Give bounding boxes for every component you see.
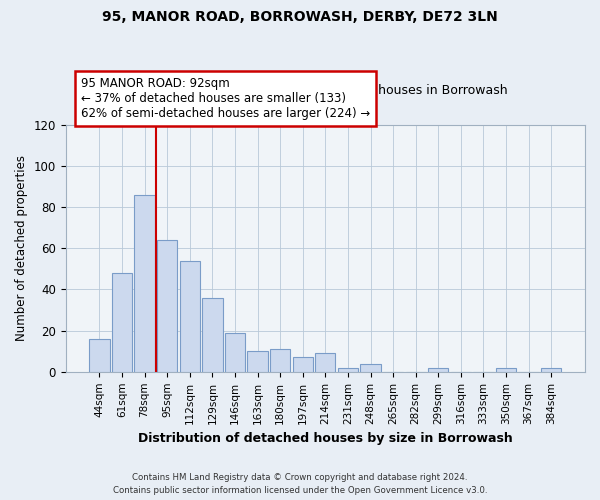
Bar — [225, 332, 245, 372]
Bar — [89, 339, 110, 372]
Bar — [541, 368, 562, 372]
Bar — [157, 240, 178, 372]
Bar — [361, 364, 380, 372]
Bar — [134, 194, 155, 372]
Bar — [496, 368, 516, 372]
X-axis label: Distribution of detached houses by size in Borrowash: Distribution of detached houses by size … — [138, 432, 513, 445]
Bar — [293, 358, 313, 372]
Title: Size of property relative to detached houses in Borrowash: Size of property relative to detached ho… — [143, 84, 507, 97]
Y-axis label: Number of detached properties: Number of detached properties — [15, 156, 28, 342]
Bar — [270, 349, 290, 372]
Bar — [338, 368, 358, 372]
Bar — [315, 354, 335, 372]
Bar — [112, 273, 132, 372]
Text: 95, MANOR ROAD, BORROWASH, DERBY, DE72 3LN: 95, MANOR ROAD, BORROWASH, DERBY, DE72 3… — [102, 10, 498, 24]
Bar — [179, 260, 200, 372]
Bar — [202, 298, 223, 372]
Text: 95 MANOR ROAD: 92sqm
← 37% of detached houses are smaller (133)
62% of semi-deta: 95 MANOR ROAD: 92sqm ← 37% of detached h… — [81, 77, 370, 120]
Text: Contains HM Land Registry data © Crown copyright and database right 2024.
Contai: Contains HM Land Registry data © Crown c… — [113, 473, 487, 495]
Bar — [247, 351, 268, 372]
Bar — [428, 368, 448, 372]
